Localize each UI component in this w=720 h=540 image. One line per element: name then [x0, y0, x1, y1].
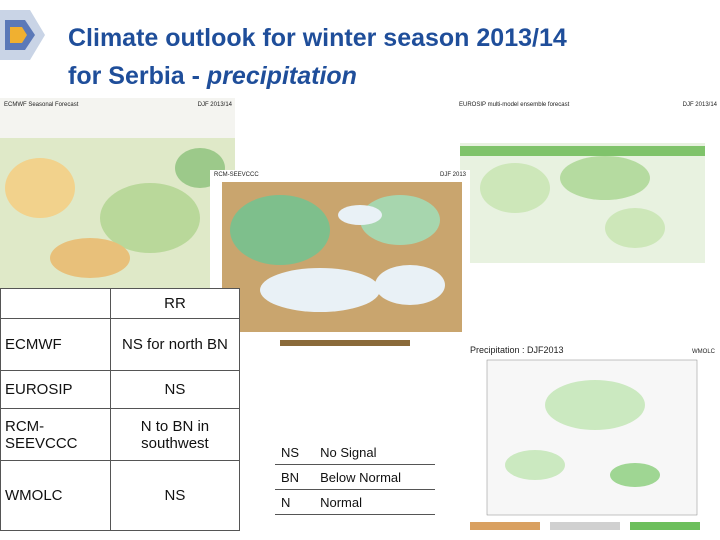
map-title: Precipitation : DJF2013 [470, 345, 564, 355]
legend-text: No Signal [314, 440, 435, 465]
table-cell: RCM-SEEVCCC [0, 408, 111, 461]
title: Climate outlook for winter season 2013/1… [68, 24, 567, 52]
map-subtitle: DJF 2013/14 [198, 102, 233, 108]
legend-code: N [275, 489, 315, 515]
table-cell: NS [109, 460, 241, 531]
map-eurosip: EUROSIP multi-model ensemble forecast DJ… [455, 98, 720, 275]
table-cell: ECMWF [0, 318, 111, 371]
legend-table: NS No Signal BN Below Normal N Normal [275, 440, 435, 515]
legend-text: Below Normal [314, 464, 435, 490]
logo [0, 10, 45, 60]
table-cell: NS [109, 370, 241, 409]
map-rcm: RCM-SEEVCCC DJF 2013 [210, 170, 470, 350]
map-wmolc: Precipitation : DJF2013 WMOLC [465, 325, 720, 540]
table-cell: EUROSIP [0, 370, 111, 409]
map-title: RCM-SEEVCCC [214, 172, 259, 178]
legend-code: NS [275, 440, 315, 465]
legend-code: BN [275, 464, 315, 490]
table-cell: NS for north BN [109, 318, 241, 371]
map-subtitle: WMOLC [692, 349, 716, 355]
map-subtitle: DJF 2013 [440, 172, 467, 178]
table-header: RR [109, 288, 241, 319]
title-emphasis: precipitation [206, 62, 357, 90]
table-cell: N to BN in southwest [109, 408, 241, 461]
forecast-table: RR ECMWF NS for north BN EUROSIP NS RCM-SE… [0, 288, 241, 531]
title: for Serbia - [68, 62, 207, 90]
map-title: ECMWF Seasonal Forecast [4, 102, 79, 108]
title: for Serbia - precipitation [68, 62, 357, 91]
map-ecmwf: ECMWF Seasonal Forecast DJF 2013/14 [0, 98, 235, 288]
map-title: EUROSIP multi-model ensemble forecast [459, 102, 570, 108]
map-subtitle: DJF 2013/14 [683, 102, 718, 108]
table-cell: WMOLC [0, 460, 111, 531]
legend-text: Normal [314, 489, 435, 515]
